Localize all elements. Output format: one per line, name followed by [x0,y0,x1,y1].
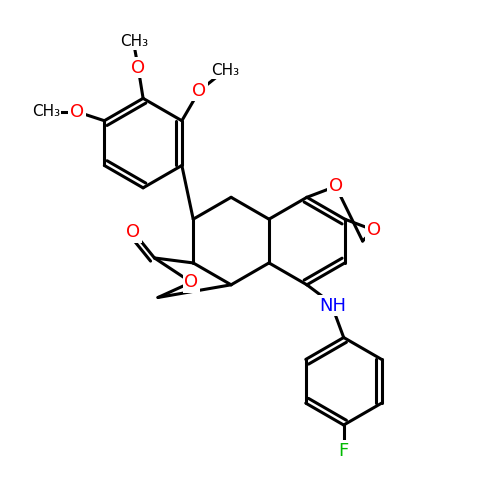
Text: F: F [338,442,349,460]
Text: O: O [70,103,84,121]
Text: CH₃: CH₃ [211,62,239,78]
Text: NH: NH [319,296,346,314]
Text: O: O [184,274,198,291]
Text: CH₃: CH₃ [120,34,148,49]
Text: O: O [126,223,140,241]
Text: CH₃: CH₃ [32,104,60,120]
Text: O: O [192,82,206,100]
Text: O: O [328,178,343,196]
Text: O: O [131,58,145,76]
Text: O: O [366,221,380,239]
